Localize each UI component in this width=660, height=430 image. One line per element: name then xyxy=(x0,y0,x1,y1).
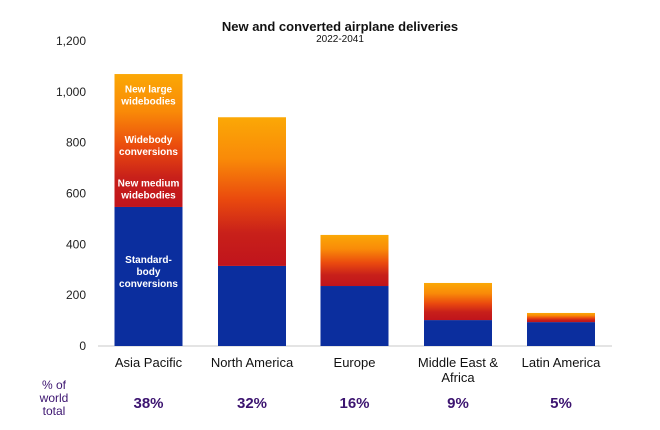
share-value: 5% xyxy=(550,395,572,412)
y-tick-label: 1,200 xyxy=(56,34,86,48)
y-tick-label: 200 xyxy=(66,288,86,302)
share-value: 38% xyxy=(133,395,163,412)
segment-annotation: Standard- xyxy=(125,255,172,266)
share-row-label-line: total xyxy=(42,404,66,418)
y-tick-label: 400 xyxy=(66,237,86,251)
chart-subtitle: 2022-2041 xyxy=(316,34,364,45)
x-tick-label: Middle East & xyxy=(418,355,499,370)
x-tick-label: Asia Pacific xyxy=(115,355,183,370)
bar-standard-body-conversions xyxy=(527,322,595,346)
segment-annotation: New large xyxy=(125,84,173,95)
segment-annotation: body xyxy=(137,267,161,278)
x-tick-label: Latin America xyxy=(522,355,602,370)
x-tick-label: North America xyxy=(211,355,294,370)
bar-standard-body-conversions xyxy=(218,265,286,346)
y-tick-label: 800 xyxy=(66,136,86,150)
x-tick-label: Africa xyxy=(441,370,475,385)
segment-annotation: conversions xyxy=(119,147,178,158)
bar-standard-body-conversions xyxy=(114,206,183,346)
bar-widebody-segment xyxy=(114,74,183,207)
bar-standard-body-conversions xyxy=(424,320,492,346)
y-tick-label: 1,000 xyxy=(56,85,86,99)
share-row-label-line: % of xyxy=(41,378,66,392)
y-tick-label: 600 xyxy=(66,187,86,201)
chart-title: New and converted airplane deliveries xyxy=(221,19,459,34)
share-row-label-line: world xyxy=(39,391,69,405)
y-tick-label: 0 xyxy=(79,339,86,353)
segment-annotation: Widebody xyxy=(125,135,173,146)
share-value: 16% xyxy=(339,395,369,412)
bar-standard-body-conversions xyxy=(320,286,389,346)
segment-annotation: New medium xyxy=(118,178,180,189)
segment-annotation: widebodies xyxy=(120,96,176,107)
x-tick-label: Europe xyxy=(334,355,376,370)
bar-widebody-segment xyxy=(218,117,286,266)
bar-widebody-segment xyxy=(320,234,389,287)
share-row-label: % of world total xyxy=(32,379,76,418)
bar-widebody-segment xyxy=(424,282,492,321)
bar-widebody-segment xyxy=(527,312,595,323)
segment-annotation: widebodies xyxy=(120,190,176,201)
segment-annotation: conversions xyxy=(119,279,178,290)
share-value: 9% xyxy=(447,395,469,412)
share-value: 32% xyxy=(237,395,267,412)
